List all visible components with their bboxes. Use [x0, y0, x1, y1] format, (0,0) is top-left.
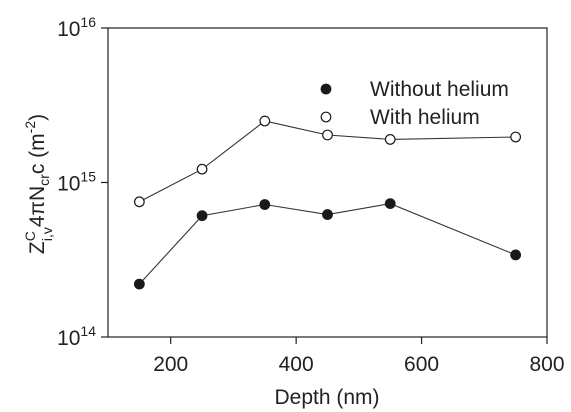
point-with-helium [384, 134, 396, 145]
series-lines [138, 120, 516, 285]
legend-marker [320, 111, 332, 123]
x-tick-label: 200 [153, 353, 188, 376]
y-tick-label: 1014 [57, 323, 96, 350]
point-without-helium [384, 198, 396, 210]
y-tick-label: 1016 [57, 14, 96, 41]
y-axis-label: ZCi,v4πNcrc (m-2) [22, 114, 55, 254]
legend: Without helium With helium [320, 78, 509, 129]
series-line [139, 120, 516, 203]
series-line [138, 203, 516, 285]
x-tick-label: 800 [529, 353, 564, 376]
point-with-helium [196, 163, 208, 175]
svg-text:ZCi,v4πNcrc (m-2): ZCi,v4πNcrc (m-2) [22, 114, 55, 254]
x-tick-label: 400 [279, 353, 314, 376]
y-tick-label: 1015 [57, 169, 96, 196]
point-with-helium [259, 115, 271, 127]
point-without-helium [510, 249, 522, 261]
point-without-helium [196, 210, 208, 222]
point-with-helium [322, 129, 333, 141]
legend-marker [320, 83, 332, 95]
point-without-helium [259, 199, 271, 210]
plot-frame [107, 27, 548, 338]
point-with-helium [510, 131, 522, 143]
series-points [133, 115, 522, 290]
point-without-helium [322, 209, 333, 220]
x-tick-label: 600 [404, 353, 439, 376]
point-with-helium [133, 196, 145, 208]
axes: 200 400 600 800 1014 1015 1016 [57, 14, 564, 376]
legend-label: With helium [370, 106, 480, 129]
x-axis-label: Depth (nm) [274, 386, 379, 409]
point-without-helium [133, 278, 145, 290]
legend-label: Without helium [370, 78, 509, 101]
